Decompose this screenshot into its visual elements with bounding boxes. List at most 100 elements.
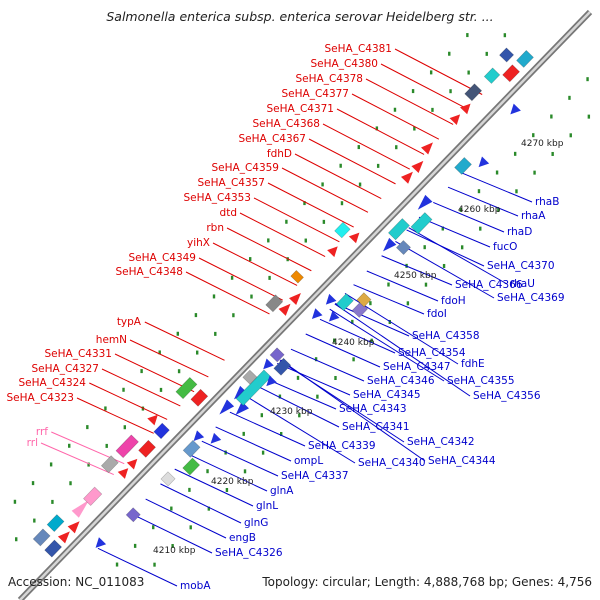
gene-label[interactable]: SeHA_C4346 xyxy=(367,375,435,387)
gene-label[interactable]: fucO xyxy=(493,241,517,253)
gene-label[interactable]: SeHA_C4380 xyxy=(310,58,378,70)
gene-label[interactable]: SeHA_C4347 xyxy=(383,361,451,373)
gene-label[interactable]: SeHA_C4371 xyxy=(266,103,334,115)
gene-arrow-forward xyxy=(400,171,413,184)
gene-feature xyxy=(325,293,337,305)
tick-dot xyxy=(550,114,553,119)
gene-label[interactable]: SeHA_C4344 xyxy=(428,455,496,467)
gene-label[interactable]: SeHA_C4378 xyxy=(295,73,363,85)
leader-line xyxy=(334,303,471,397)
tick-dot xyxy=(261,450,265,455)
leader-line xyxy=(198,257,283,301)
gene-label[interactable]: SeHA_C4340 xyxy=(358,457,426,469)
gene-label[interactable]: SeHA_C4366 xyxy=(455,279,523,291)
tick-dot xyxy=(86,425,89,430)
gene-label[interactable]: SeHA_C4343 xyxy=(339,403,407,415)
gene-feature xyxy=(126,458,138,470)
gene-arrow-forward xyxy=(288,292,301,306)
gene-label[interactable]: SeHA_C4337 xyxy=(281,470,349,482)
gene-label[interactable]: SeHA_C4357 xyxy=(197,177,265,189)
tick-dot xyxy=(214,331,217,336)
gene-label[interactable]: glnA xyxy=(270,485,294,497)
gene-label[interactable]: hemN xyxy=(96,334,127,346)
gene-label[interactable]: ompL xyxy=(294,455,323,467)
gene-label[interactable]: SeHA_C4324 xyxy=(18,377,86,389)
gene-label[interactable]: engB xyxy=(229,532,256,544)
gene-label[interactable]: SeHA_C4339 xyxy=(308,440,376,452)
gene-label[interactable]: SeHA_C4327 xyxy=(31,363,99,375)
gene-label[interactable]: SeHA_C4381 xyxy=(324,43,392,55)
gene-feature xyxy=(387,218,410,241)
tick-dot xyxy=(176,331,180,336)
gene-label[interactable]: SeHA_C4358 xyxy=(412,330,480,342)
tick-dot xyxy=(479,226,482,231)
gene-label[interactable]: SeHA_C4356 xyxy=(473,390,541,402)
gene-label[interactable]: SeHA_C4355 xyxy=(447,375,515,387)
rna-label[interactable]: rrf xyxy=(36,426,48,438)
gene-label[interactable]: fdoI xyxy=(427,308,447,320)
leader-line xyxy=(267,182,354,228)
gene-feature xyxy=(57,531,70,544)
gene-feature xyxy=(273,357,292,376)
tick-dot xyxy=(513,151,517,156)
gene-label[interactable]: dtd xyxy=(220,207,237,219)
gene-label[interactable]: SeHA_C4370 xyxy=(487,260,555,272)
kbp-marker: 4220 kbp xyxy=(211,477,254,487)
tick-dot xyxy=(352,357,355,362)
gene-label[interactable]: rhaU xyxy=(510,278,535,290)
gene-arrow-reverse xyxy=(95,537,107,548)
tick-dot xyxy=(460,245,464,250)
gene-label[interactable]: SeHA_C4349 xyxy=(128,252,196,264)
gene-arrow-reverse xyxy=(417,194,433,210)
gene-label[interactable]: SeHA_C4377 xyxy=(281,88,349,100)
gene-label[interactable]: glnL xyxy=(256,500,278,512)
gene-label[interactable]: rhaD xyxy=(507,226,532,238)
tick-dot xyxy=(321,182,324,187)
gene-label[interactable]: SeHA_C4369 xyxy=(497,292,565,304)
gene-box xyxy=(336,293,354,312)
tick-dot xyxy=(477,189,481,194)
gene-label[interactable]: mobA xyxy=(180,580,211,592)
tick-dot xyxy=(532,133,535,138)
tick-dot xyxy=(340,201,344,206)
gene-label[interactable]: SeHA_C4331 xyxy=(44,348,112,360)
gene-label[interactable]: SeHA_C4353 xyxy=(183,192,251,204)
gene-label[interactable]: SeHA_C4348 xyxy=(115,266,183,278)
gene-label[interactable]: rbn xyxy=(206,222,224,234)
gene-label[interactable]: rhaB xyxy=(535,196,559,208)
gene-label[interactable]: SeHA_C4326 xyxy=(215,547,283,559)
gene-feature xyxy=(160,471,176,487)
gene-label[interactable]: SeHA_C4354 xyxy=(398,347,466,359)
gene-label[interactable]: SeHA_C4342 xyxy=(407,436,475,448)
gene-feature xyxy=(210,432,222,444)
gene-label[interactable]: SeHA_C4341 xyxy=(342,421,410,433)
gene-label[interactable]: SeHA_C4367 xyxy=(238,133,306,145)
gene-label[interactable]: SeHA_C4368 xyxy=(252,118,320,130)
gene-label[interactable]: rhaA xyxy=(521,210,546,222)
gene-label[interactable]: fdoH xyxy=(441,295,466,307)
gene-feature xyxy=(235,401,249,415)
gene-feature xyxy=(334,221,351,239)
leader-line xyxy=(280,359,426,462)
gene-label[interactable]: fdhE xyxy=(461,358,485,370)
gene-label[interactable]: yihX xyxy=(187,237,210,249)
tick-dot xyxy=(298,413,301,418)
gene-label[interactable]: fdhD xyxy=(267,148,292,160)
gene-arrow-reverse xyxy=(328,310,340,322)
rna-labels: rrf rrl xyxy=(27,426,49,449)
gene-feature xyxy=(499,47,515,63)
leader-line xyxy=(447,186,519,217)
gene-box xyxy=(44,539,63,558)
gene-label[interactable]: SeHA_C4345 xyxy=(353,389,421,401)
tick-dot xyxy=(31,481,35,486)
gene-label[interactable]: glnG xyxy=(244,517,268,529)
gene-box xyxy=(502,64,520,83)
tick-dot xyxy=(243,469,247,474)
gene-label[interactable]: SeHA_C4359 xyxy=(211,162,279,174)
gene-feature xyxy=(454,157,472,175)
gene-feature xyxy=(410,212,433,235)
gene-label[interactable]: typA xyxy=(117,316,142,328)
tick-dot xyxy=(122,387,125,392)
rna-label[interactable]: rrl xyxy=(27,437,38,449)
gene-label[interactable]: SeHA_C4323 xyxy=(6,392,74,404)
